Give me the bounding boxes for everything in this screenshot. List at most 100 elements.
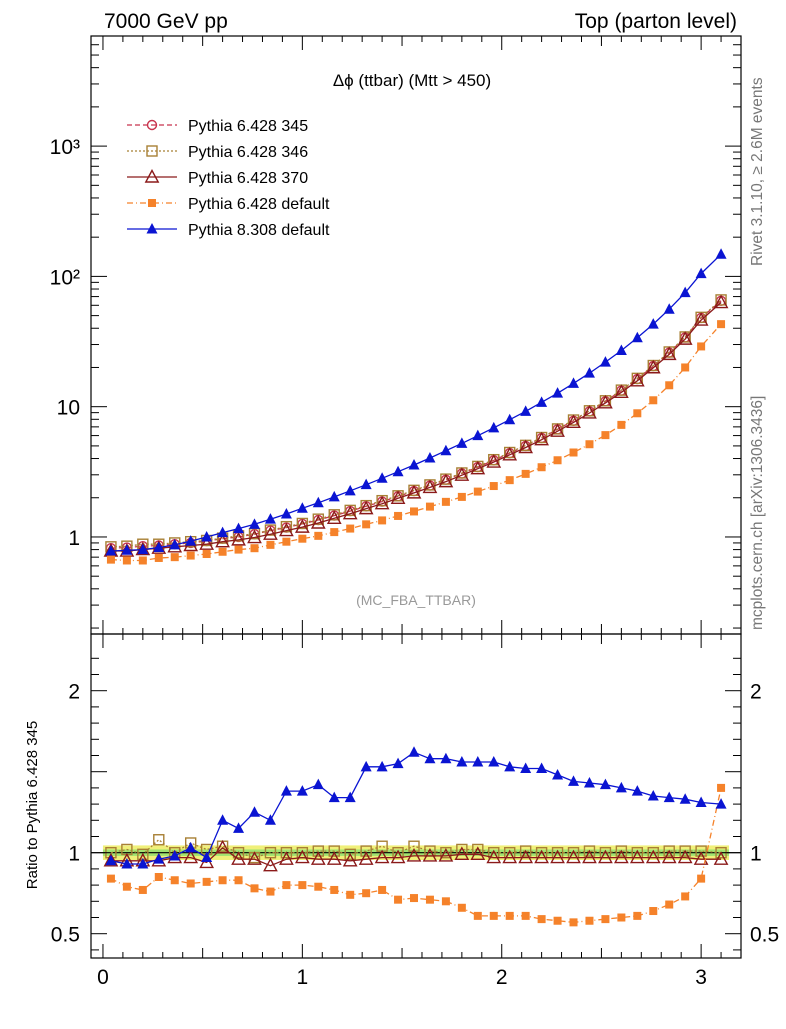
ratio-point-3-8 [233,822,245,833]
ratio-point-1-22 [454,846,470,861]
ratio-point-3-23 [472,755,484,767]
main-point-2-30 [582,404,597,419]
legend-label-0: Pythia 6.428 345 [188,118,308,135]
ratio-point-1-16 [358,851,374,865]
main-point-4-3 [153,541,165,553]
ratio-point-2-14 [330,885,339,894]
main-point-3-11 [282,537,291,546]
ratio-point-0-3 [153,834,165,846]
main-point-2-28 [550,423,565,437]
main-point-2-34 [645,359,661,374]
main-point-4-1 [121,544,133,555]
main-point-3-12 [298,534,307,543]
ratio-point-0-26 [519,845,532,857]
ratio-point-2-29 [569,918,578,927]
main-point-3-10 [266,540,275,549]
ratio-point-2-30 [585,916,594,925]
legend-label-1: Pythia 6.428 346 [188,144,308,161]
main-point-3-14 [330,528,339,537]
ratio-point-3-4 [169,849,181,861]
ratio-point-3-13 [312,778,324,790]
legend-label-4: Pythia 8.308 default [188,222,330,239]
ratio-point-1-33 [629,849,645,864]
header-left: 7000 GeV pp [104,10,228,33]
main-plot-title: Δϕ (ttbar) (Mtt > 450) [333,71,491,90]
main-point-2-12 [294,519,310,533]
ratio-point-2-19 [410,894,419,903]
legend-marker-1 [146,145,158,157]
side-mcplots-text: mcplots.cern.ch [arXiv:1306.3436] [749,396,766,630]
ratio-y-tick-label-right: 1 [750,843,762,866]
main-point-3-30 [585,440,594,449]
ratio-point-1-18 [390,849,406,864]
ratio-point-2-3 [154,873,163,881]
ratio-point-1-35 [661,849,677,864]
main-point-2-11 [279,522,294,537]
legend-label-3: Pythia 6.428 default [188,196,330,213]
ratio-point-2-34 [649,907,658,916]
ratio-point-2-12 [298,881,307,890]
main-point-2-8 [231,531,246,546]
main-point-3-16 [362,520,371,529]
ratio-axes: 0 1 2 3 0.5 0.5 1 1 2 2 [51,633,779,989]
main-point-1-16 [360,499,372,512]
main-point-4-19 [408,458,420,470]
ratio-point-2-18 [394,895,403,904]
main-point-1-17 [376,494,388,507]
main-point-2-21 [438,473,454,488]
main-point-3-25 [505,476,514,485]
main-point-4-36 [679,286,691,298]
ratio-point-2-20 [425,895,434,904]
ratio-point-3-11 [280,785,292,796]
main-y-tick-label: 10³ [50,136,80,159]
ratio-y-tick-label-right: 0.5 [750,924,779,947]
ratio-point-1-13 [310,851,326,865]
main-point-2-36 [677,331,693,345]
main-point-4-15 [344,484,356,496]
ratio-point-2-13 [314,882,323,891]
ratio-point-0-14 [328,845,340,857]
main-point-3-18 [394,511,403,520]
ratio-point-1-26 [518,849,534,864]
ratio-point-2-7 [218,876,227,885]
main-point-4-14 [328,490,340,502]
ratio-point-1-21 [438,847,454,862]
ratio-y-tick-label-left: 0.5 [51,924,80,947]
ratio-point-2-27 [537,915,546,924]
main-point-4-25 [504,413,516,425]
ratio-point-3-27 [536,762,548,773]
main-point-4-31 [599,356,611,367]
ratio-point-2-4 [170,876,179,885]
main-point-4-13 [312,496,324,508]
main-point-4-37 [695,267,707,279]
main-point-4-16 [360,478,372,490]
main-point-4-32 [615,344,627,355]
main-point-4-10 [264,513,276,524]
ratio-point-1-27 [534,849,549,864]
main-point-2-32 [613,384,629,398]
ratio-point-1-23 [470,846,486,861]
ratio-point-3-31 [599,778,611,790]
ratio-point-3-16 [360,760,372,772]
ratio-point-3-1 [121,858,133,869]
side-rivet-text: Rivet 3.1.10, ≥ 2.6M events [749,77,766,266]
ratio-point-2-8 [234,876,243,885]
main-point-3-38 [717,320,726,329]
main-point-2-13 [310,515,326,529]
main-point-2-37 [693,312,709,326]
main-point-3-24 [489,482,498,491]
main-point-2-27 [534,431,549,446]
ratio-point-1-5 [183,849,199,864]
main-point-2-31 [598,394,613,409]
ratio-point-3-9 [248,806,260,817]
main-point-3-29 [569,448,578,457]
main-point-2-16 [358,500,374,515]
main-point-2-26 [518,439,534,454]
main-point-3-35 [665,381,674,390]
ratio-point-2-24 [489,911,498,920]
ratio-y-tick-label-right: 2 [750,681,762,704]
ratio-series-line-2 [110,787,722,924]
ratio-point-3-32 [615,781,627,793]
ratio-point-3-28 [552,768,564,780]
